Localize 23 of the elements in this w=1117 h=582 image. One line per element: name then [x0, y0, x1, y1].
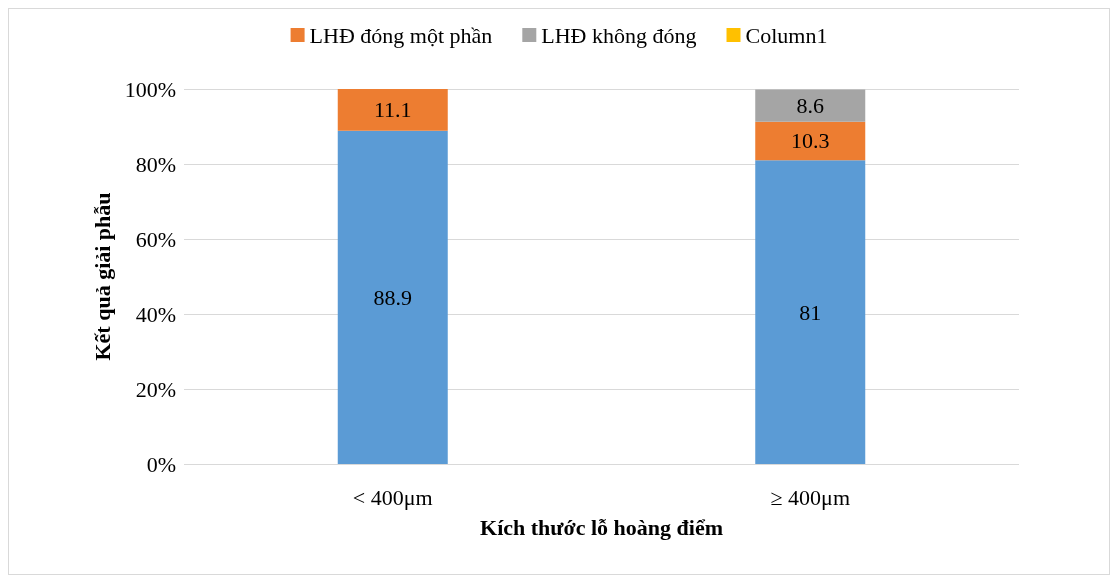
bar [755, 160, 866, 464]
data-label: 88.9 [373, 284, 412, 310]
legend-label: LHĐ đóng một phần [309, 22, 493, 48]
data-label: 8.6 [796, 93, 824, 118]
y-axis-title: Kết quả giải phẫu [90, 192, 116, 361]
x-tick-label: ≥ 400μm [770, 484, 850, 510]
x-tick-label: < 400μm [352, 484, 433, 510]
y-tick-label: 40% [135, 301, 176, 327]
y-tick-label: 80% [135, 151, 176, 177]
legend-label: Column1 [745, 22, 828, 48]
x-axis-title: Kích thước lỗ hoàng điểm [480, 514, 723, 540]
y-tick-label: 100% [124, 76, 176, 102]
bar [337, 89, 448, 131]
y-tick-label: 0% [146, 451, 176, 477]
bar [755, 89, 866, 122]
y-tick-label: 20% [135, 376, 176, 402]
bar [755, 121, 866, 161]
legend-label: LHĐ không đóng [541, 22, 697, 48]
data-label: 81 [799, 299, 822, 325]
y-tick-label: 60% [135, 226, 176, 252]
data-label: 11.1 [373, 97, 412, 123]
data-label: 10.3 [791, 128, 830, 154]
bar [337, 130, 448, 464]
